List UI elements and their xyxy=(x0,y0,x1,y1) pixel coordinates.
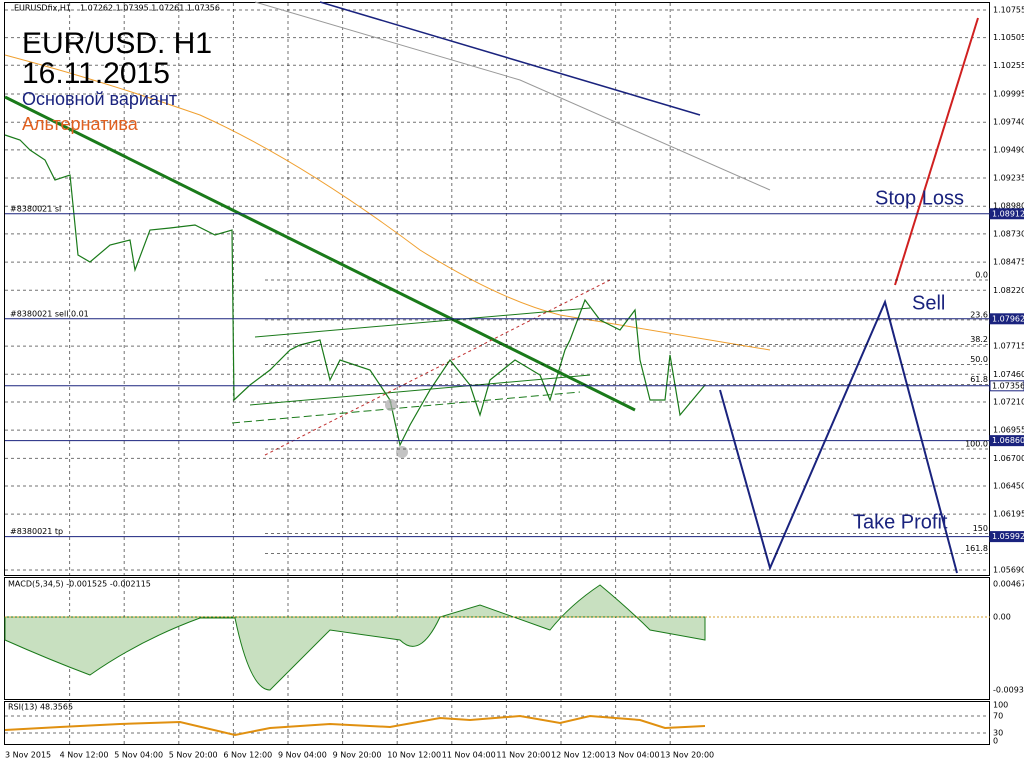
price-marker: 1.06860 xyxy=(992,436,1024,445)
time-label: 4 Nov 12:00 xyxy=(60,751,109,760)
fib-base xyxy=(264,279,611,456)
stop-loss-label: Stop Loss xyxy=(875,187,964,209)
rsi-axis: 100 xyxy=(993,701,1008,710)
ma-orange xyxy=(4,54,771,351)
take-profit-label: Take Profit xyxy=(853,511,948,533)
trend-line xyxy=(4,95,636,412)
price-box xyxy=(989,208,1024,220)
pivot xyxy=(396,446,408,458)
price-label: 1.08980 xyxy=(993,202,1024,211)
order-label: #8380021 tp xyxy=(10,527,63,536)
price-box xyxy=(989,313,1024,325)
order-label: #8380021 sl xyxy=(10,204,61,213)
fib-label: 0.0 xyxy=(975,271,988,280)
price-label: 1.05690 xyxy=(993,566,1024,575)
time-label: 9 Nov 20:00 xyxy=(333,751,382,760)
order-label: #8380021 sell 0.01 xyxy=(10,309,89,318)
price-label: 1.07715 xyxy=(993,342,1024,351)
symbol: EURUSDfix,H1 xyxy=(14,4,71,13)
fib-label: 100.0 xyxy=(965,440,988,449)
price-box xyxy=(989,380,1024,392)
fib-label: 50.0 xyxy=(970,355,988,364)
main-frame xyxy=(4,2,990,576)
rsi-axis: 70 xyxy=(993,712,1003,721)
price-marker: 1.07962 xyxy=(992,314,1024,323)
rsi-line xyxy=(4,714,706,737)
price-marker: 1.07356 xyxy=(992,381,1024,390)
channel-mid xyxy=(231,391,581,424)
date: 16.11.2015 xyxy=(22,57,170,90)
fib-label: 61.8 xyxy=(970,375,988,384)
price-label: 1.10255 xyxy=(993,61,1024,70)
sell-label: Sell xyxy=(912,292,945,314)
time-label: 11 Nov 20:00 xyxy=(496,751,550,760)
price-label: 1.07460 xyxy=(993,370,1024,379)
macd-axis: 0.00 xyxy=(993,613,1011,622)
macd-axis: -0.00935 xyxy=(993,686,1024,695)
macd-axis: 0.004672 xyxy=(993,580,1024,589)
price-label: 1.09995 xyxy=(993,90,1024,99)
price-marker: 1.05992 xyxy=(992,532,1024,541)
price-label: 1.08475 xyxy=(993,258,1024,267)
fib-label: 150 xyxy=(973,524,988,533)
fib-label: 23.6 xyxy=(970,310,988,319)
channel xyxy=(249,307,591,406)
time-label: 11 Nov 04:00 xyxy=(442,751,496,760)
price-box xyxy=(989,531,1024,543)
rsi-frame xyxy=(4,701,990,745)
price-label: 1.10755 xyxy=(993,6,1024,15)
rsi-label: RSI(13) 48.3565 xyxy=(8,703,73,712)
price-label: 1.06955 xyxy=(993,426,1024,435)
main-variant: Основной вариант xyxy=(22,89,177,109)
price-marker: 1.08912 xyxy=(992,209,1024,218)
time-label: 13 Nov 20:00 xyxy=(660,751,714,760)
price-label: 1.09490 xyxy=(993,145,1024,154)
price-label: 1.06195 xyxy=(993,510,1024,519)
macd-label: MACD(5,34,5) -0.001525 -0.002115 xyxy=(8,580,151,589)
price-label: 1.10505 xyxy=(993,33,1024,42)
time-label: 6 Nov 12:00 xyxy=(223,751,272,760)
time-label: 12 Nov 12:00 xyxy=(551,751,605,760)
pivot xyxy=(385,399,397,411)
ma-slow xyxy=(319,1,701,116)
price-label: 1.08220 xyxy=(993,286,1024,295)
price-label: 1.07210 xyxy=(993,397,1024,406)
title: EUR/USD. H1 xyxy=(22,27,212,60)
price-label: 1.06700 xyxy=(993,454,1024,463)
time-label: 9 Nov 04:00 xyxy=(278,751,327,760)
fib-label: 161.8 xyxy=(965,544,988,553)
forecast-main xyxy=(719,298,958,574)
forecast-alt xyxy=(894,17,979,286)
time-label: 5 Nov 20:00 xyxy=(169,751,218,760)
price-label: 1.09235 xyxy=(993,174,1024,183)
ma-gray xyxy=(254,1,771,191)
price-label: 1.08730 xyxy=(993,229,1024,238)
ohlc: 1.07262 1.07395 1.07261 1.07356 xyxy=(80,4,220,13)
price-label: 1.09740 xyxy=(993,118,1024,127)
time-label: 5 Nov 04:00 xyxy=(114,751,163,760)
fib-label: 38.2 xyxy=(970,335,988,344)
price-label: 1.06450 xyxy=(993,481,1024,490)
time-label: 3 Nov 2015 xyxy=(5,751,51,760)
macd-histogram xyxy=(4,584,706,691)
time-label: 13 Nov 04:00 xyxy=(606,751,660,760)
rsi-axis: 0 xyxy=(993,737,998,746)
time-label: 10 Nov 12:00 xyxy=(387,751,441,760)
price-box xyxy=(989,435,1024,447)
alt-variant: Альтернатива xyxy=(22,114,139,134)
rsi-axis: 30 xyxy=(993,729,1003,738)
